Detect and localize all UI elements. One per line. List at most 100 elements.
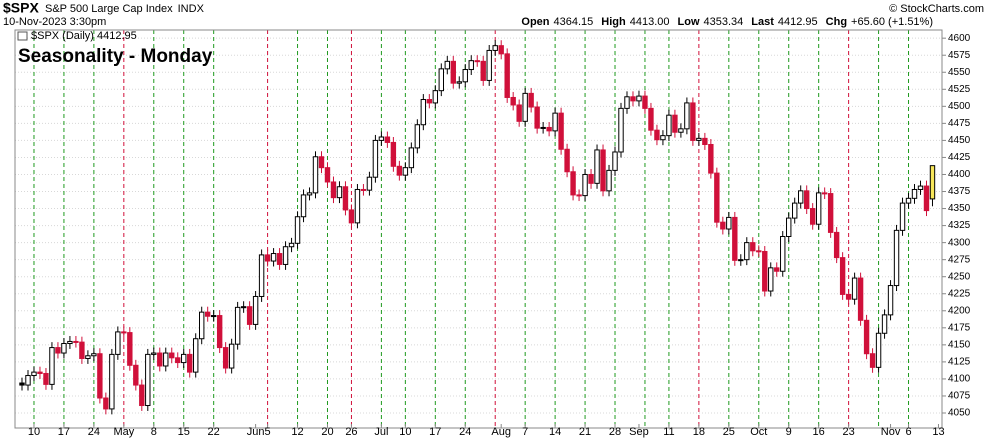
candle-body: [91, 353, 97, 357]
candle-body: [25, 375, 31, 386]
y-tick-label: 4325: [948, 220, 971, 231]
candle-body: [151, 352, 157, 355]
candle-body: [402, 167, 409, 176]
symbol: $SPX: [3, 0, 39, 16]
y-tick-label: 4550: [948, 67, 971, 78]
candle-body: [750, 242, 756, 252]
candle-body: [204, 311, 211, 317]
candle-body: [594, 149, 600, 184]
candle-body: [504, 53, 510, 98]
candle-body: [929, 165, 936, 200]
x-tick-label: Oct: [750, 426, 767, 438]
x-tick-label: 9: [786, 426, 792, 438]
credit: © StockCharts.com: [889, 3, 984, 15]
y-tick-label: 4600: [948, 33, 971, 44]
candle-body: [516, 104, 522, 122]
y-tick-label: 4050: [948, 408, 971, 419]
y-tick-label: 4475: [948, 118, 971, 129]
x-tick-label: Jun: [247, 426, 265, 438]
candle-body: [97, 353, 103, 399]
candle-body: [480, 60, 486, 81]
candle-body: [103, 397, 109, 410]
candle-body: [276, 253, 283, 265]
candle-body: [833, 231, 840, 259]
candle-body: [546, 126, 552, 132]
quote-label: Last: [751, 16, 774, 28]
candle-body: [258, 254, 265, 297]
y-tick-label: 4100: [948, 374, 971, 385]
candle-body: [378, 136, 385, 141]
candle-body: [881, 314, 888, 334]
candle-body: [37, 371, 43, 374]
candle-body: [330, 181, 337, 199]
candle-body: [193, 338, 199, 373]
candle-body: [175, 357, 181, 364]
candle-body: [809, 208, 816, 225]
candle-body: [708, 143, 714, 174]
x-tick-label: 28: [609, 426, 621, 438]
x-tick-label: 22: [208, 426, 220, 438]
x-tick-label: 6: [905, 426, 911, 438]
legend-icon: [17, 31, 28, 41]
y-tick-label: 4450: [948, 135, 971, 146]
x-tick-label: 24: [88, 426, 100, 438]
exchange: INDX: [178, 3, 205, 15]
candle-body: [732, 216, 738, 261]
candle-body: [726, 216, 732, 230]
candle-body: [887, 285, 894, 316]
candle-body: [414, 124, 421, 149]
candle-body: [408, 147, 415, 169]
x-tick-label: 12: [291, 426, 303, 438]
candle-body: [821, 192, 828, 195]
candle-body: [905, 197, 912, 204]
candle-body: [624, 96, 630, 109]
candle-body: [324, 167, 331, 183]
x-tick-label: 17: [429, 426, 441, 438]
candle-body: [618, 107, 624, 153]
candle-body: [270, 253, 277, 262]
date: 10-Nov-2023 3:30pm: [3, 16, 106, 28]
candle-body: [911, 188, 918, 199]
candle-body: [234, 306, 241, 345]
candle-body: [666, 114, 672, 137]
candle-body: [462, 69, 468, 83]
candle-body: [552, 112, 558, 132]
candle-body: [456, 81, 462, 84]
x-tick-label: 24: [459, 426, 471, 438]
x-tick-label: 26: [345, 426, 357, 438]
x-tick-label: 10: [399, 426, 411, 438]
candle-body: [576, 194, 582, 197]
x-tick-label: 25: [723, 426, 735, 438]
candle-body: [228, 343, 235, 369]
candle-body: [187, 353, 193, 373]
legend: $SPX (Daily) 4412.95: [31, 30, 137, 42]
x-tick-label: 16: [813, 426, 825, 438]
candle-body: [570, 171, 576, 196]
candle-body: [486, 49, 492, 81]
candle-body: [348, 209, 355, 224]
candle-body: [839, 257, 846, 295]
candle-body: [768, 267, 774, 292]
candle-body: [600, 149, 606, 192]
quote-value: 4364.15: [554, 16, 594, 28]
candle-body: [756, 250, 762, 253]
x-tick-label: 13: [932, 426, 944, 438]
candle-body: [199, 311, 205, 340]
y-tick-label: 4500: [948, 101, 971, 112]
candle-body: [222, 347, 229, 369]
candle-body: [300, 194, 307, 218]
candle-body: [55, 347, 61, 354]
y-tick-label: 4150: [948, 339, 971, 350]
candle-body: [636, 95, 642, 102]
x-tick-label: 8: [151, 426, 157, 438]
candle-body: [923, 185, 930, 212]
candle-body: [312, 156, 319, 194]
candle-body: [43, 372, 49, 385]
candle-body: [869, 353, 876, 368]
quote-value: 4413.00: [630, 16, 670, 28]
candle-body: [684, 102, 690, 130]
x-tick-label: 23: [842, 426, 854, 438]
x-tick-label: 18: [693, 426, 705, 438]
quote-value: +65.60 (+1.51%): [851, 16, 933, 28]
candle-body: [157, 352, 163, 367]
